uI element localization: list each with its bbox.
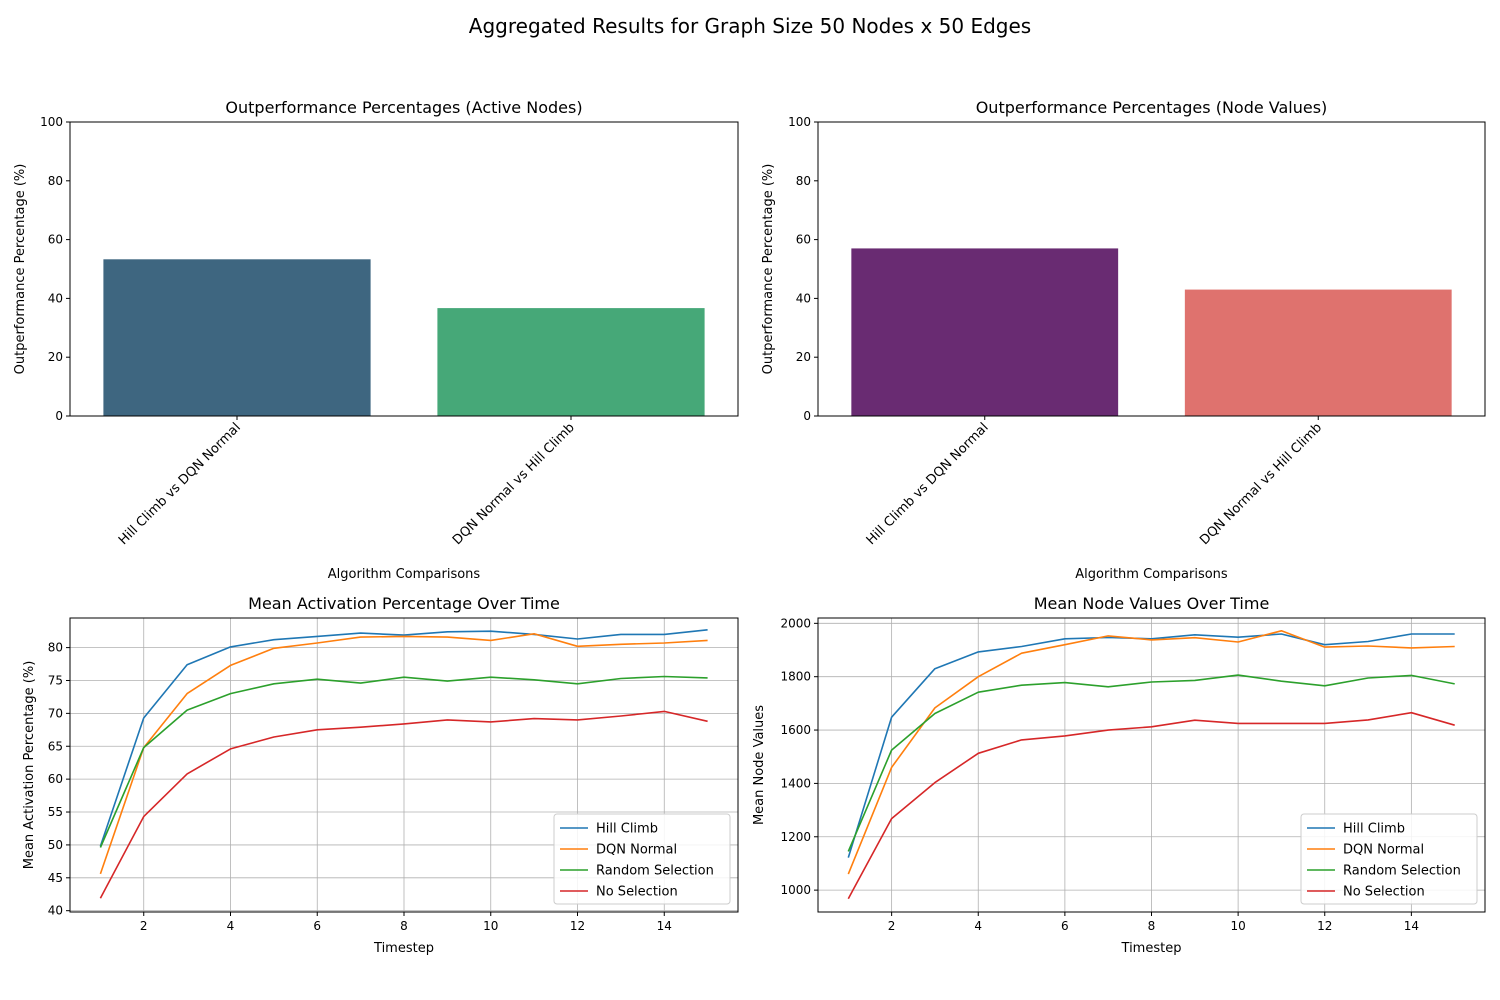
subplot-title: Outperformance Percentages (Active Nodes… bbox=[225, 98, 582, 117]
y-tick-label: 40 bbox=[796, 291, 811, 305]
x-tick-label: 4 bbox=[974, 919, 982, 933]
series-line-dqn-normal bbox=[99, 632, 708, 875]
series-line-random-selection bbox=[99, 675, 708, 848]
y-tick-label: 80 bbox=[48, 174, 63, 188]
bar-dqn-normal-vs-hill-climb bbox=[437, 308, 705, 416]
x-tick-label: Hill Climb vs DQN Normal bbox=[116, 420, 244, 548]
x-tick-label: DQN Normal vs Hill Climb bbox=[450, 420, 578, 548]
legend-label: DQN Normal bbox=[596, 843, 677, 858]
axes-frame bbox=[69, 617, 739, 913]
y-tick-label: 70 bbox=[48, 706, 63, 720]
y-tick-label: 20 bbox=[48, 350, 63, 364]
x-tick-label: Hill Climb vs DQN Normal bbox=[864, 420, 992, 548]
y-tick-label: 20 bbox=[796, 350, 811, 364]
subplot-title: Outperformance Percentages (Node Values) bbox=[976, 98, 1328, 117]
y-axis-label: Mean Activation Percentage (%) bbox=[22, 661, 37, 870]
y-tick-label: 60 bbox=[796, 233, 811, 247]
y-tick-label: 0 bbox=[803, 409, 811, 423]
legend: Hill Climb DQN Normal Random Selection No S… bbox=[1300, 813, 1478, 905]
x-axis-label: Algorithm Comparisons bbox=[328, 567, 481, 582]
y-tick-label: 1600 bbox=[780, 723, 811, 737]
axes-frame bbox=[817, 617, 1486, 913]
y-axis-label: Outperformance Percentage (%) bbox=[13, 164, 28, 375]
y-tick-label: 1800 bbox=[780, 670, 811, 684]
x-axis-label: Algorithm Comparisons bbox=[1075, 567, 1228, 582]
y-tick-label: 1400 bbox=[780, 776, 811, 790]
legend-label: Random Selection bbox=[596, 864, 714, 879]
y-tick-label: 100 bbox=[40, 115, 63, 129]
y-tick-label: 2000 bbox=[780, 616, 811, 630]
subplot-3: Mean Activation Percentage Over Time 2 4 6 8… bbox=[22, 594, 739, 956]
y-tick-label: 45 bbox=[48, 871, 63, 885]
bar-hill-climb-vs-dqn-normal bbox=[851, 248, 1119, 416]
x-tick-label: 10 bbox=[483, 919, 498, 933]
y-tick-label: 100 bbox=[788, 115, 811, 129]
legend-label: No Selection bbox=[1343, 885, 1425, 900]
y-tick-label: 1200 bbox=[780, 830, 811, 844]
x-tick-label: 12 bbox=[1317, 919, 1332, 933]
x-tick-label: 14 bbox=[1404, 919, 1419, 933]
figure-title: Aggregated Results for Graph Size 50 Nod… bbox=[468, 14, 1032, 38]
subplot-2: Outperformance Percentages (Node Values)… bbox=[761, 98, 1486, 582]
x-tick-label: 2 bbox=[888, 919, 896, 933]
y-tick-label: 80 bbox=[48, 641, 63, 655]
x-axis-label: Timestep bbox=[1121, 941, 1182, 956]
y-axis-label: Outperformance Percentage (%) bbox=[761, 164, 776, 375]
series-line-random-selection bbox=[847, 674, 1455, 852]
x-tick-label: 6 bbox=[313, 919, 321, 933]
y-tick-label: 1000 bbox=[780, 883, 811, 897]
series-line-dqn-normal bbox=[847, 629, 1455, 875]
legend-frame bbox=[553, 813, 731, 905]
y-tick-label: 80 bbox=[796, 174, 811, 188]
subplot-4: Mean Node Values Over Time 2 4 6 8 10 12 14 1000… bbox=[752, 594, 1486, 956]
subplot-title: Mean Activation Percentage Over Time bbox=[248, 594, 560, 613]
y-tick-label: 40 bbox=[48, 904, 63, 918]
y-axis-label: Mean Node Values bbox=[752, 705, 767, 825]
y-tick-label: 40 bbox=[48, 291, 63, 305]
series-line-hill-climb bbox=[99, 629, 708, 847]
axes-frame bbox=[817, 121, 1486, 417]
x-tick-label: 12 bbox=[570, 919, 585, 933]
legend-frame bbox=[1300, 813, 1478, 905]
series-line-no-selection bbox=[99, 710, 708, 899]
x-tick-label: 6 bbox=[1061, 919, 1069, 933]
legend: Hill Climb DQN Normal Random Selection No S… bbox=[553, 813, 731, 905]
x-tick-label: 14 bbox=[657, 919, 672, 933]
subplot-title: Mean Node Values Over Time bbox=[1034, 594, 1270, 613]
y-tick-label: 60 bbox=[48, 772, 63, 786]
legend-label: No Selection bbox=[596, 885, 678, 900]
legend-label: Hill Climb bbox=[596, 822, 658, 837]
x-tick-label: 8 bbox=[400, 919, 408, 933]
x-tick-label: 8 bbox=[1148, 919, 1156, 933]
bar-hill-climb-vs-dqn-normal bbox=[103, 259, 371, 416]
legend-label: DQN Normal bbox=[1343, 843, 1424, 858]
series-line-hill-climb bbox=[847, 633, 1455, 858]
y-tick-label: 55 bbox=[48, 805, 63, 819]
x-axis-label: Timestep bbox=[373, 941, 434, 956]
subplot-1: Outperformance Percentages (Active Nodes… bbox=[13, 98, 739, 582]
x-tick-label: 4 bbox=[227, 919, 235, 933]
legend-label: Hill Climb bbox=[1343, 822, 1405, 837]
series-line-no-selection bbox=[847, 711, 1455, 900]
legend-label: Random Selection bbox=[1343, 864, 1461, 879]
y-tick-label: 75 bbox=[48, 673, 63, 687]
x-tick-label: DQN Normal vs Hill Climb bbox=[1197, 420, 1325, 548]
y-tick-label: 65 bbox=[48, 739, 63, 753]
axes-frame bbox=[69, 121, 739, 417]
y-tick-label: 60 bbox=[48, 233, 63, 247]
x-tick-label: 2 bbox=[140, 919, 148, 933]
y-tick-label: 50 bbox=[48, 838, 63, 852]
bar-dqn-normal-vs-hill-climb bbox=[1184, 289, 1452, 416]
x-tick-label: 10 bbox=[1230, 919, 1245, 933]
y-tick-label: 0 bbox=[55, 409, 63, 423]
